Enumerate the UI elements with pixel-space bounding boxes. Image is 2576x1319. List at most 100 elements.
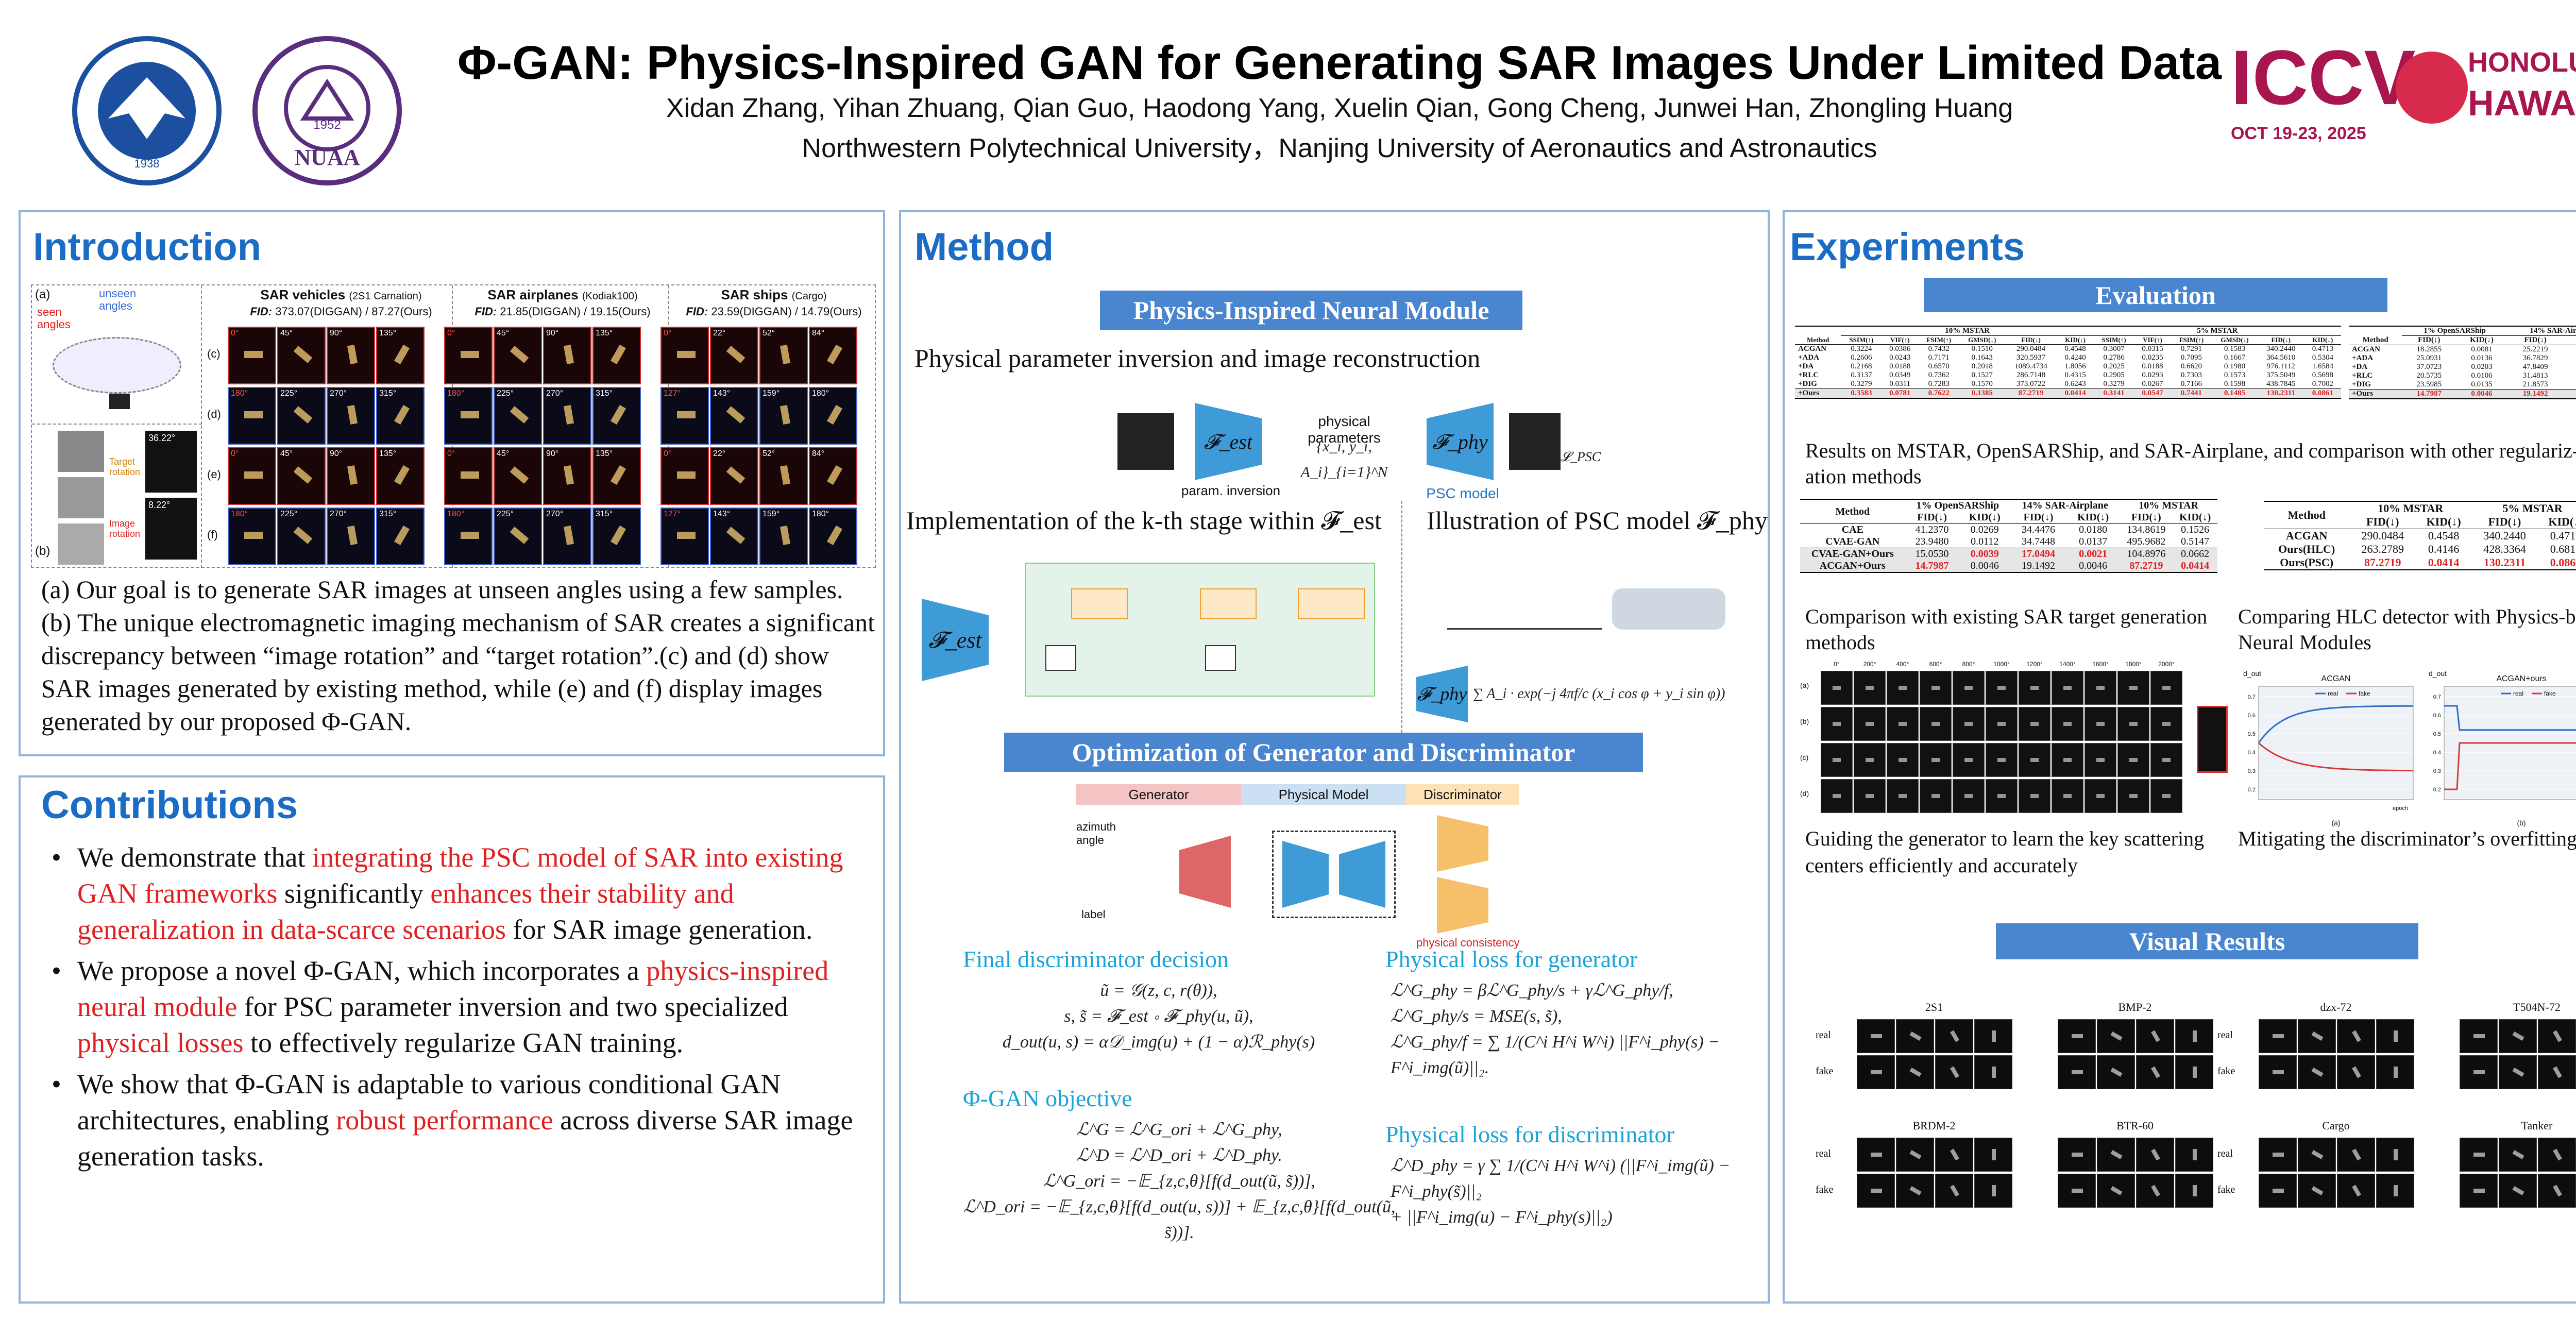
table-row: +DIG 23.5985 0.0135 21.8573 0.0066 (2349, 380, 2576, 390)
angle-label: 315° (596, 389, 613, 398)
angle-label: 180° (231, 510, 248, 518)
col-vehicles-header: SAR vehicles (2S1 Carnation) (260, 287, 422, 302)
table-cell: 0.7095 (2180, 353, 2202, 362)
section-title: Method (914, 225, 1054, 269)
series-real (2258, 705, 2414, 743)
angle-label: 270° (546, 510, 564, 518)
table-cell: 0.0090 (2564, 345, 2576, 354)
sar-image (2097, 1019, 2135, 1053)
table-cell: 0.5304 (2312, 353, 2334, 362)
sar-image: 180° (444, 387, 493, 445)
table-cell: 0.0188 (1889, 362, 1911, 370)
table-cell: 0.3224 (1851, 345, 1872, 353)
angle-label: 90° (546, 329, 559, 337)
sar-image: 0° (660, 327, 709, 384)
row-label: fake (1816, 1184, 1834, 1195)
sar-image (2460, 1019, 2498, 1053)
subcaption: Implementation of the k-th stage within … (906, 506, 1382, 535)
table-cell: 0.0386 (1889, 345, 1911, 353)
sar-image (2376, 1019, 2414, 1053)
sar-image (1896, 1019, 1934, 1053)
table-cell: 290.0484 (2016, 345, 2046, 353)
sar-image (1857, 1138, 1895, 1172)
angle-label: 1400° (2059, 661, 2076, 668)
plot-label: 0.5 (2433, 731, 2441, 737)
angle-label: 22° (713, 449, 726, 458)
sar-image (2460, 1174, 2498, 1208)
angle-label: 84° (812, 449, 825, 458)
row-label: (f) (207, 528, 218, 541)
sar-image: 270° (543, 387, 591, 445)
sar-image: 52° (759, 327, 808, 384)
table-cell: Ours(PSC) (2264, 556, 2350, 570)
table-cell: 0.0243 (1889, 353, 1911, 362)
sar-image: 135° (592, 327, 641, 384)
sar-image (2084, 743, 2116, 777)
table-row: CVAE-GAN 23.9480 0.0112 34.7448 0.0137 495.96… (1800, 536, 2217, 548)
table-mstar: 10% MSTAR 5% MSTAR Method SSIM(↑) VIF(↑) FSIM… (1795, 326, 2341, 399)
sar-image (1821, 743, 1853, 777)
sar-image (2499, 1019, 2537, 1053)
table-cell: 15.0530 (1905, 548, 1959, 560)
sar-image (1857, 1174, 1895, 1208)
sar-image: 0° (444, 447, 493, 505)
table-cell: Method (2349, 335, 2402, 345)
table-cell: 87.2719 (2120, 560, 2173, 573)
angle-label: 2000° (2158, 661, 2175, 668)
sar-image: 180° (809, 387, 857, 445)
sar-image (1974, 1019, 2012, 1053)
sar-image (1821, 707, 1853, 741)
angle-label: 315° (596, 510, 613, 518)
table-cell: 0.0081 (2471, 345, 2493, 353)
sar-image: 225° (494, 387, 542, 445)
sar-image (1854, 671, 1886, 705)
sar-image (2052, 743, 2083, 777)
sar-image: 84° (809, 447, 857, 505)
table-cell: Method (2264, 501, 2350, 529)
table-row: ACGAN+Ours 14.7987 0.0046 19.1492 0.0046 87.2… (1800, 560, 2217, 573)
vis-title: dzx-72 (2320, 1001, 2352, 1013)
caption: Comparison with existing SAR target gene… (1805, 605, 2208, 654)
angle-label: 225° (497, 510, 514, 518)
plot-frame (2258, 686, 2414, 800)
iccv-logo: ICCV OCT 19-23, 2025 HONOLULU HAWAII (2231, 34, 2576, 143)
table-cell: ACGAN (2285, 529, 2328, 542)
table-cell: VIF(↑) (1882, 335, 1919, 345)
dout-plots: ACGAN d_out 0.7 0.6 0.5 0.4 0.3 0.2 epoch (a) real… (2243, 669, 2576, 827)
table-cell: 0.0188 (2142, 362, 2163, 370)
table-cell: 36.7829 (2522, 354, 2548, 362)
table-row: +DA 0.2168 0.0188 0.6570 0.2018 1089.4734 1.80… (1795, 362, 2341, 371)
nuaa-logo: 1952 NUAA (252, 36, 402, 185)
plot-label: fake (2359, 690, 2370, 697)
sar-image: 90° (327, 327, 375, 384)
table-cell: 0.0233 (2564, 363, 2576, 371)
sar-image: 0° (228, 447, 276, 505)
angle-label: 84° (812, 329, 825, 337)
sar-image (1887, 707, 1919, 741)
table-row: ACGAN 0.3224 0.0386 0.7432 0.1510 290.0484 0.4… (1795, 345, 2341, 354)
sar-image (1854, 779, 1886, 813)
sar-image: 45° (494, 327, 542, 384)
sar-image (2298, 1019, 2336, 1053)
sar-image: 180° (809, 508, 857, 565)
series-real (2444, 705, 2576, 731)
vis-title: BMP-2 (2118, 1001, 2152, 1013)
table-cell: +RLC (1798, 371, 1819, 379)
sar-image: 180° (228, 387, 276, 445)
sar-image (2084, 707, 2116, 741)
affiliations: Northwestern Polytechnical University，Na… (802, 133, 1877, 163)
table-cell: 0.7002 (2312, 380, 2334, 388)
table-cell: 0.7432 (1928, 345, 1950, 353)
sar-image (2052, 779, 2083, 813)
angle-label: 45° (497, 329, 510, 337)
table-cell: 0.0349 (1889, 371, 1911, 379)
section-title: Introduction (33, 225, 262, 269)
angle-label: 135° (596, 329, 613, 337)
angle-label: 315° (379, 510, 397, 518)
table-cell: FSIM(↑) (2171, 335, 2212, 345)
sar-image: 135° (592, 447, 641, 505)
sar-image (2058, 1138, 2096, 1172)
sar-image (2175, 1174, 2213, 1208)
table-cell: FID(↓) (2120, 512, 2173, 524)
sar-image: 143° (710, 387, 758, 445)
